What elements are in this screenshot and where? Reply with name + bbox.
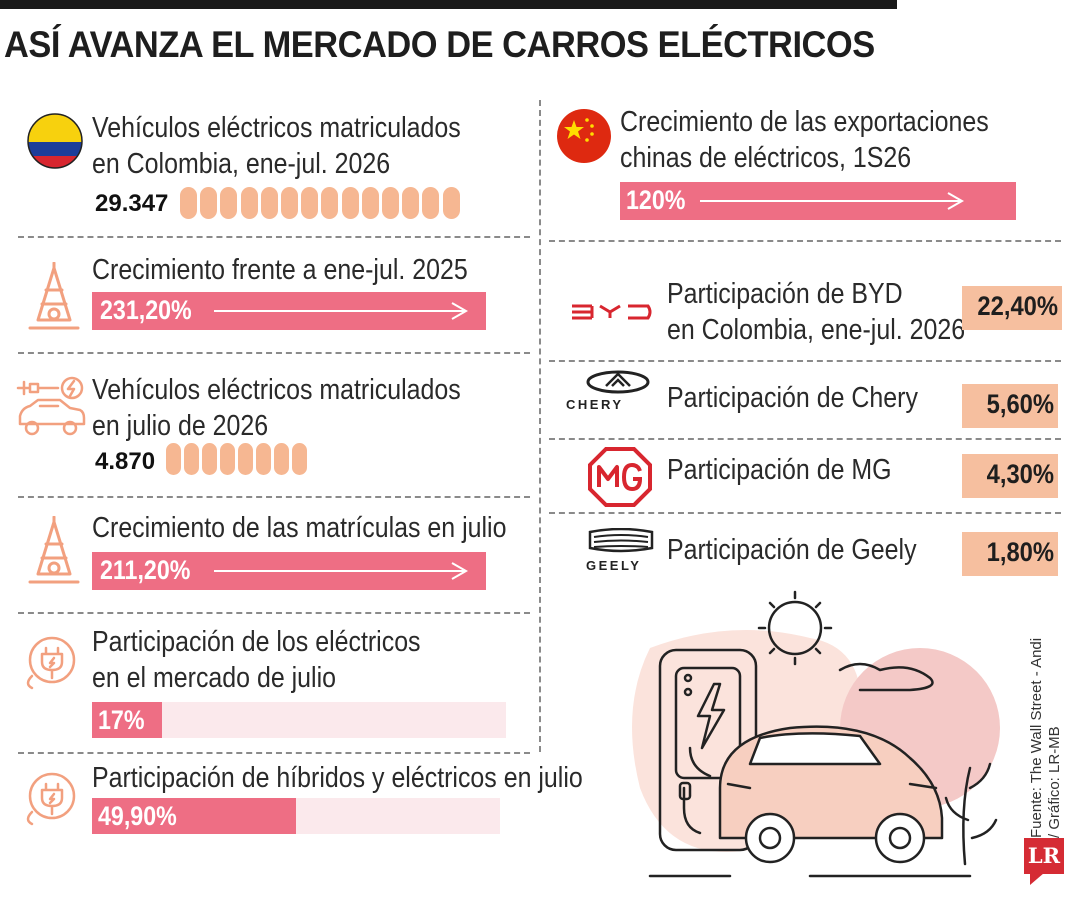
plug-icon [26,772,76,826]
stat-label: chinas de eléctricos, 1S26 [620,142,912,174]
column-divider [539,100,541,752]
share-bar-track: 49,90% [92,798,500,834]
count-pill [184,443,199,475]
growth-tower-icon [28,516,80,584]
count-pill [220,187,238,219]
count-pill [281,187,298,219]
lr-logo-tail-icon [1030,873,1044,885]
growth-tower-icon [28,262,80,330]
stat-value: 29.347 [95,190,169,217]
count-pill [180,187,197,219]
divider-line [18,752,530,754]
share-value: 22,40% [977,291,1058,321]
divider-line [18,612,530,614]
stat-label: Participación de Chery [667,382,918,414]
share-value: 1,80% [986,537,1054,567]
share-badge: 1,80% [962,532,1058,576]
divider-line [549,512,1061,514]
stat-label: Participación de BYD [667,278,903,310]
lr-logo: LR [1024,838,1064,874]
stat-value: 4.870 [95,448,156,475]
share-value: 5,60% [986,389,1054,419]
arrow-icon [214,562,469,580]
arrow-icon [700,192,965,210]
growth-bar: 120% [620,182,1016,220]
divider-line [18,352,530,354]
count-pill [292,443,307,475]
count-pill [301,187,319,219]
count-pill [220,443,235,475]
count-pill [260,187,278,219]
source-note: Fuente: The Wall Street - Andi / Gráfico… [1028,638,1064,838]
divider-line [18,496,530,498]
bar-value: 211,20% [100,555,191,585]
count-pill [238,443,253,475]
bar-value: 231,20% [100,295,192,325]
stat-label: Participación de MG [667,454,892,486]
growth-bar: 211,20% [92,552,486,590]
count-pill [382,187,399,219]
stat-label: en Colombia, ene-jul. 2026 [92,148,391,180]
count-pill [321,187,339,219]
count-pill [200,187,218,219]
stat-label: Participación de los eléctricos [92,626,421,658]
count-pill [361,187,379,219]
share-badge: 4,30% [962,454,1058,498]
count-pill [166,443,181,475]
geely-wordmark: GEELY [586,558,642,573]
count-pill [422,187,440,219]
stat-label: Crecimiento frente a ene-jul. 2025 [92,254,468,286]
chery-wordmark: CHERY [566,397,624,412]
count-pill [402,187,420,219]
ev-car-charging-icon [16,376,86,436]
chery-logo-icon [586,370,650,394]
byd-logo-icon [572,304,652,320]
page-title: ASÍ AVANZA EL MERCADO DE CARROS ELÉCTRIC… [4,24,875,65]
plug-icon [26,636,76,690]
lr-logo-text: LR [1027,843,1061,868]
mg-logo-icon [588,447,652,507]
share-bar-fill [92,798,296,834]
growth-bar: 231,20% [92,292,486,330]
arrow-icon [214,302,469,320]
stat-label: Participación de híbridos y eléctricos e… [92,762,583,794]
stat-label: en julio de 2026 [92,410,269,442]
count-pill [256,443,271,475]
stat-label: Vehículos eléctricos matriculados [92,112,461,144]
count-pill [202,443,217,475]
stat-label: Participación de Geely [667,534,917,566]
stat-label: en Colombia, ene-jul. 2026 [667,314,966,346]
pill-row [166,443,314,475]
stat-label: Crecimiento de las exportaciones [620,106,989,138]
share-value: 4,30% [986,459,1054,489]
divider-line [18,236,530,238]
china-flag-icon [557,109,611,163]
bar-value: 120% [626,185,686,215]
count-pill [274,443,289,475]
stat-label: Vehículos eléctricos matriculados [92,374,461,406]
bar-value: 49,90% [98,801,177,831]
share-badge: 22,40% [962,286,1062,330]
colombia-flag-icon [27,113,83,169]
share-bar-track: 17% [92,702,506,738]
charging-station-illustration [632,590,1000,878]
top-rule [0,0,897,9]
share-badge: 5,60% [962,384,1058,428]
geely-logo-icon [588,528,654,553]
count-pill [240,187,258,219]
stat-label: Crecimiento de las matrículas en julio [92,512,507,544]
divider-line [549,360,1061,362]
count-pill [442,187,460,219]
divider-line [549,438,1061,440]
source-line: / Gráfico: LR-MB [1046,726,1063,838]
source-line: Fuente: The Wall Street - Andi [1028,637,1045,838]
stat-label: en el mercado de julio [92,662,337,694]
bar-value: 17% [98,705,145,735]
divider-line [549,240,1061,242]
count-pill [341,187,359,219]
share-bar-fill [92,702,162,738]
pill-row [180,187,465,219]
